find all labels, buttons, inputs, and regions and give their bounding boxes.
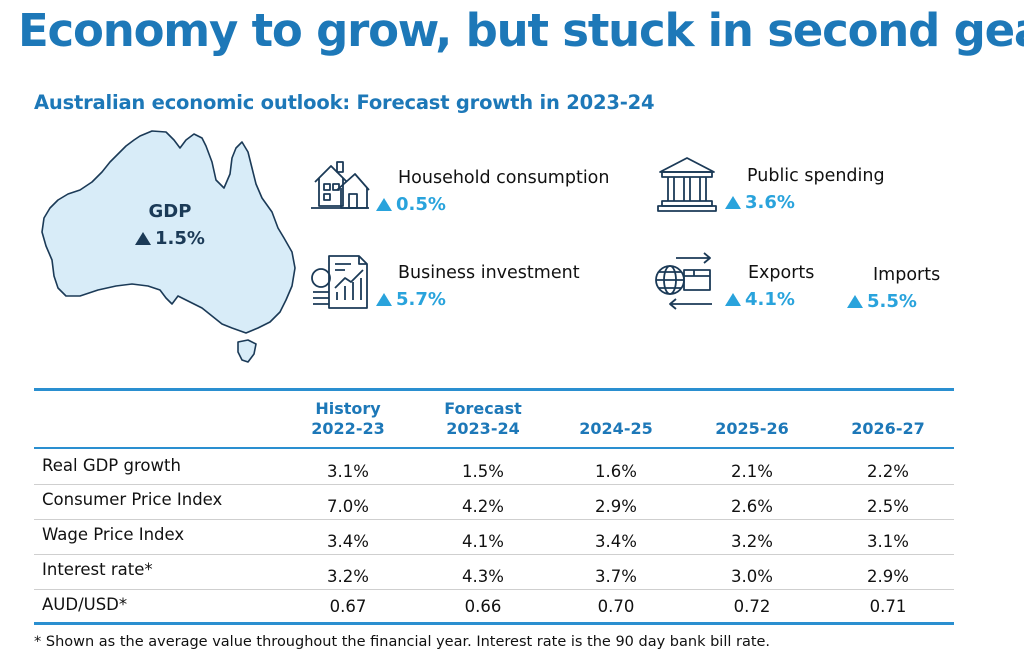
household-consumption-label: Household consumption xyxy=(398,168,610,188)
table-row-label: Consumer Price Index xyxy=(42,490,223,509)
public-spending-value: 3.6% xyxy=(725,192,795,213)
table-cell: 3.4% xyxy=(595,532,637,551)
tasmania xyxy=(237,339,257,363)
government-building-icon xyxy=(657,157,717,212)
column-header-1: History 2022-23 xyxy=(311,399,385,438)
public-spending-value-text: 3.6% xyxy=(745,192,795,213)
globe-trade-icon xyxy=(655,252,712,310)
household-consumption-value-text: 0.5% xyxy=(396,194,446,215)
house-icon xyxy=(311,161,370,209)
table-cell: 0.67 xyxy=(329,597,367,616)
row-divider xyxy=(34,589,954,590)
public-spending-label: Public spending xyxy=(747,166,885,186)
up-arrow-icon xyxy=(376,198,392,211)
gdp-value: 1.5% xyxy=(120,228,220,249)
table-cell: 3.4% xyxy=(327,532,369,551)
table-bottom-rule xyxy=(34,622,954,625)
exports-value: 4.1% xyxy=(725,289,795,310)
table-cell: 2.6% xyxy=(731,497,773,516)
row-divider xyxy=(34,484,954,485)
table-cell: 4.2% xyxy=(462,497,504,516)
table-cell: 2.9% xyxy=(595,497,637,516)
business-investment-label: Business investment xyxy=(398,263,580,283)
table-cell: 4.3% xyxy=(462,567,504,586)
page-subtitle: Australian economic outlook: Forecast gr… xyxy=(34,91,655,114)
table-cell: 2.9% xyxy=(867,567,909,586)
column-header-4: 2025-26 xyxy=(715,419,789,438)
table-cell: 2.5% xyxy=(867,497,909,516)
exports-value-text: 4.1% xyxy=(745,289,795,310)
footnote: * Shown as the average value throughout … xyxy=(34,634,771,650)
row-divider xyxy=(34,554,954,555)
exports-label: Exports xyxy=(748,263,815,283)
table-cell: 3.1% xyxy=(327,462,369,481)
page-title: Economy to grow, but stuck in second gea… xyxy=(18,4,1024,57)
business-investment-value: 5.7% xyxy=(376,289,446,310)
table-cell: 0.72 xyxy=(733,597,771,616)
table-cell: 1.5% xyxy=(462,462,504,481)
table-cell: 3.0% xyxy=(731,567,773,586)
table-cell: 1.6% xyxy=(595,462,637,481)
table-header-rule xyxy=(34,447,954,449)
up-arrow-icon xyxy=(725,196,741,209)
imports-label: Imports xyxy=(873,265,941,285)
household-consumption-value: 0.5% xyxy=(376,194,446,215)
gdp-value-text: 1.5% xyxy=(155,228,205,249)
row-divider xyxy=(34,519,954,520)
table-row-label: AUD/USD* xyxy=(42,595,128,614)
column-header-3: 2024-25 xyxy=(579,419,653,438)
gdp-label: GDP xyxy=(148,201,192,222)
table-cell: 3.2% xyxy=(731,532,773,551)
table-cell: 4.1% xyxy=(462,532,504,551)
table-cell: 0.70 xyxy=(597,597,635,616)
up-arrow-icon xyxy=(725,293,741,306)
table-cell: 2.2% xyxy=(867,462,909,481)
table-cell: 3.2% xyxy=(327,567,369,586)
column-header-5: 2026-27 xyxy=(851,419,925,438)
imports-value-text: 5.5% xyxy=(867,291,917,312)
table-top-rule xyxy=(34,388,954,391)
business-investment-value-text: 5.7% xyxy=(396,289,446,310)
table-cell: 7.0% xyxy=(327,497,369,516)
column-header-2: Forecast 2023-24 xyxy=(444,399,522,438)
table-cell: 0.71 xyxy=(869,597,907,616)
up-arrow-icon xyxy=(135,232,152,245)
table-cell: 3.7% xyxy=(595,567,637,586)
table-row-label: Interest rate* xyxy=(42,560,153,579)
up-arrow-icon xyxy=(376,293,392,306)
table-cell: 0.66 xyxy=(464,597,502,616)
up-arrow-icon xyxy=(847,295,863,308)
table-cell: 2.1% xyxy=(731,462,773,481)
table-cell: 3.1% xyxy=(867,532,909,551)
australia-map xyxy=(41,130,296,363)
table-row-label: Real GDP growth xyxy=(42,456,181,475)
table-row-label: Wage Price Index xyxy=(42,525,185,544)
investment-chart-icon xyxy=(311,255,368,309)
australia-mainland xyxy=(41,130,296,334)
imports-value: 5.5% xyxy=(847,291,917,312)
